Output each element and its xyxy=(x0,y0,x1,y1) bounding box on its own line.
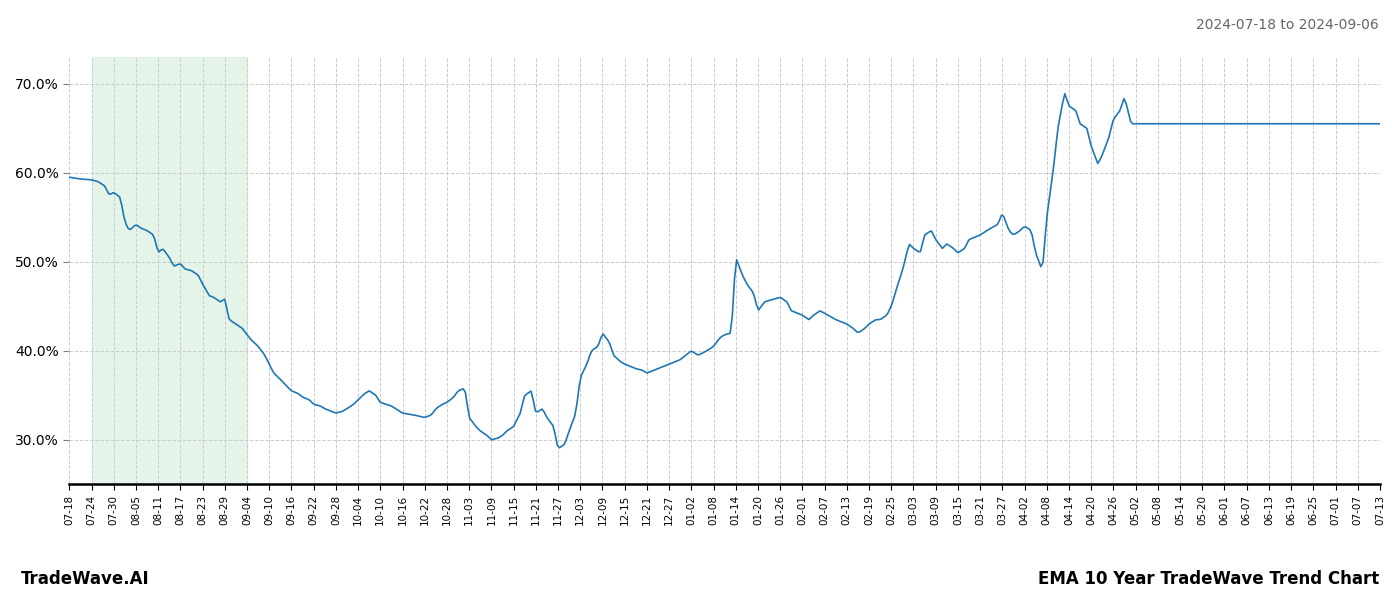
Text: EMA 10 Year TradeWave Trend Chart: EMA 10 Year TradeWave Trend Chart xyxy=(1037,570,1379,588)
Bar xyxy=(91,57,246,484)
Text: TradeWave.AI: TradeWave.AI xyxy=(21,570,150,588)
Text: 2024-07-18 to 2024-09-06: 2024-07-18 to 2024-09-06 xyxy=(1196,18,1379,32)
